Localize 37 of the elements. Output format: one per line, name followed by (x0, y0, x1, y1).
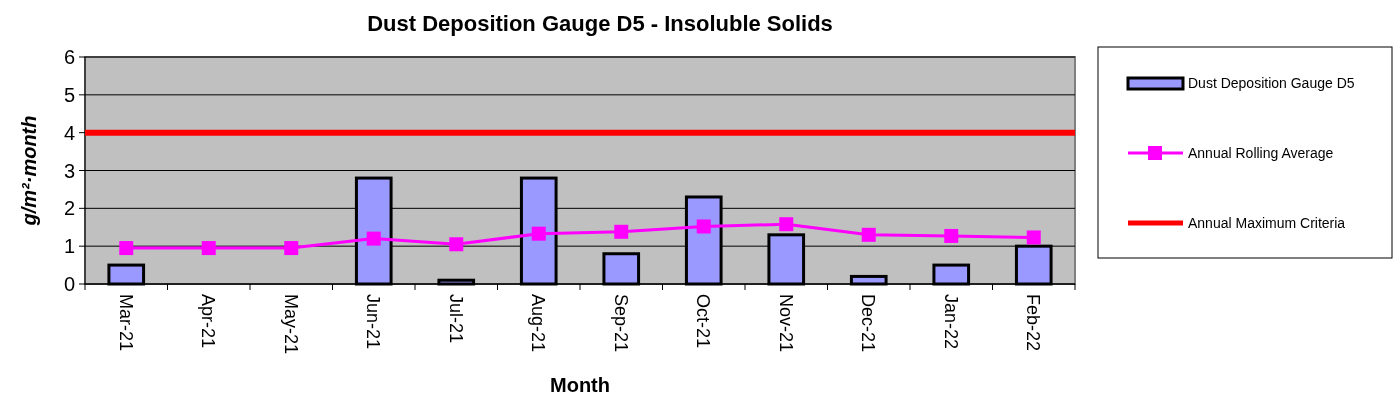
x-tick-label: Jan-22 (940, 294, 961, 350)
x-tick-label: May-21 (280, 294, 301, 355)
y-tick-label: 3 (63, 159, 75, 182)
point (614, 224, 629, 239)
y-tick-label: 4 (63, 121, 75, 144)
point (119, 241, 134, 256)
point (861, 227, 876, 242)
y-tick-label: 6 (63, 46, 75, 68)
x-tick-label: Jul-21 (445, 294, 466, 344)
x-tick-label: Nov-21 (775, 294, 796, 353)
x-tick-label: Oct-21 (693, 294, 714, 349)
y-tick-label: 5 (63, 83, 75, 106)
x-tick-label: Mar-21 (115, 294, 136, 352)
point (449, 237, 464, 252)
point (944, 228, 959, 243)
y-tick-label: 0 (63, 273, 75, 295)
point (531, 226, 546, 241)
point (366, 231, 381, 246)
point (201, 241, 216, 256)
chart-title: Dust Deposition Gauge D5 - Insoluble Solids (367, 11, 833, 36)
x-tick-label: Apr-21 (198, 294, 219, 349)
point (779, 217, 794, 232)
point (696, 219, 711, 234)
x-tick-label: Dec-21 (858, 294, 879, 353)
legend-label: Dust Deposition Gauge D5 (1188, 74, 1355, 91)
legend-label: Annual Rolling Average (1188, 144, 1334, 161)
x-tick-label: Aug-21 (528, 294, 549, 353)
x-tick-label: Sep-21 (610, 294, 631, 353)
point (1026, 230, 1041, 245)
y-axis-title: g/m²·month (18, 115, 40, 227)
y-tick-label: 2 (63, 197, 75, 220)
y-tick-label: 1 (63, 235, 75, 258)
x-tick-label: Feb-22 (1023, 294, 1044, 352)
x-tick-label: Jun-21 (363, 294, 384, 350)
point (284, 241, 299, 256)
legend-label: Annual Maximum Criteria (1188, 214, 1346, 231)
x-axis-title: Month (550, 374, 610, 396)
